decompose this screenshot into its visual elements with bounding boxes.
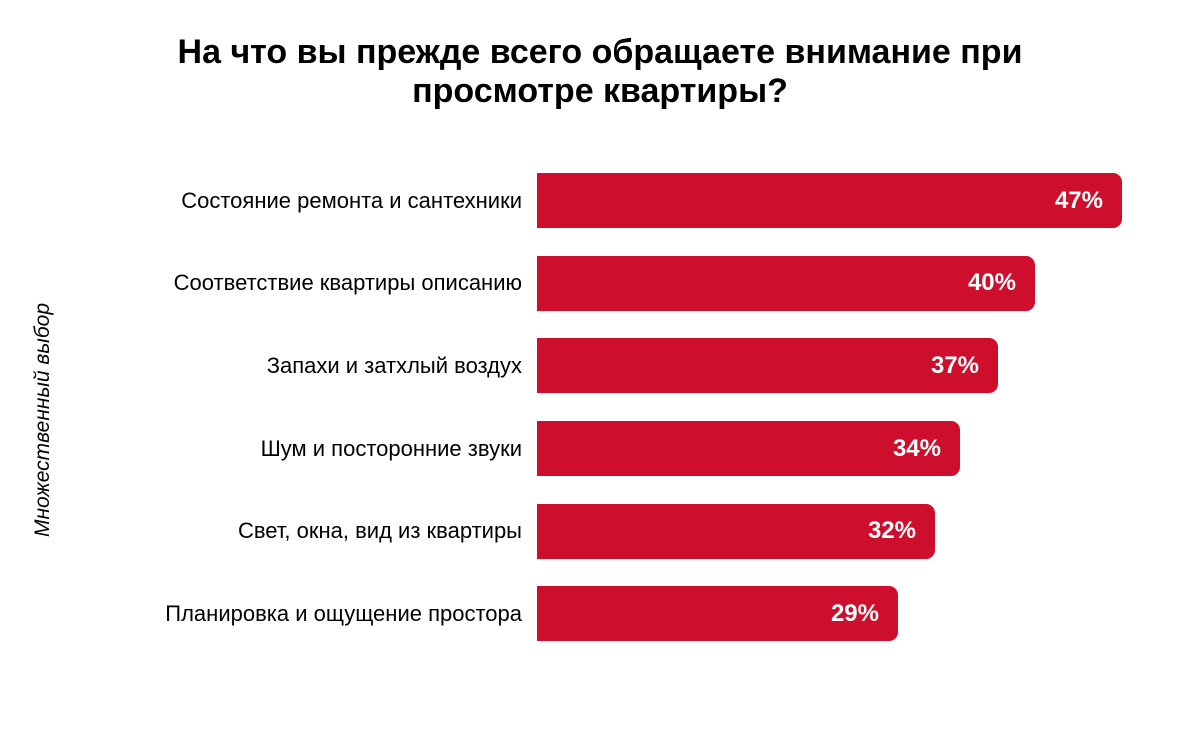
bar: 32%: [537, 503, 935, 559]
table-row: Свет, окна, вид из квартиры 32%: [60, 503, 1122, 559]
bar-value-label: 40%: [967, 269, 1016, 297]
bar: 37%: [537, 338, 998, 394]
category-label: Свет, окна, вид из квартиры: [237, 518, 522, 544]
table-row: Состояние ремонта и сантехники 47%: [60, 173, 1122, 228]
category-label: Запахи и затхлый воздух: [266, 352, 522, 378]
bar-value-label: 47%: [1054, 186, 1103, 214]
category-label: Состояние ремонта и сантехники: [181, 187, 522, 213]
bar: 47%: [537, 173, 1122, 228]
chart-title: На что вы прежде всего обращаете внимани…: [0, 33, 1200, 111]
bar-value-label: 29%: [830, 599, 879, 627]
table-row: Запахи и затхлый воздух 37%: [60, 338, 1122, 394]
category-label: Шум и посторонние звуки: [260, 435, 522, 461]
y-axis-note: Множественный выбор: [31, 303, 54, 537]
table-row: Соответствие квартиры описанию 40%: [60, 255, 1122, 311]
bar-value-label: 37%: [930, 351, 979, 379]
bar: 29%: [537, 586, 898, 642]
bar-value-label: 32%: [867, 517, 916, 545]
table-row: Планировка и ощущение простора 29%: [60, 586, 1122, 642]
table-row: Шум и посторонние звуки 34%: [60, 421, 1122, 477]
bar-chart: Состояние ремонта и сантехники 47% Соответ…: [60, 173, 1122, 642]
category-label: Соответствие квартиры описанию: [173, 270, 522, 296]
chart-title-text: На что вы прежде всего обращаете внимани…: [177, 33, 1023, 111]
category-label: Планировка и ощущение простора: [165, 600, 522, 626]
bar-value-label: 34%: [892, 434, 941, 462]
bar: 40%: [537, 255, 1035, 311]
bar: 34%: [537, 421, 960, 477]
